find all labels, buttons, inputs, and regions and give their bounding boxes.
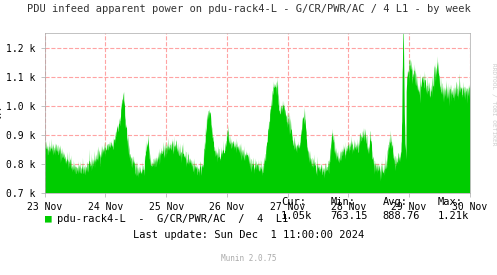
- Text: RRDTOOL / TOBI OETIKER: RRDTOOL / TOBI OETIKER: [491, 63, 496, 146]
- Text: ■: ■: [45, 214, 52, 224]
- Text: Min:: Min:: [331, 197, 355, 207]
- Text: 1.05k: 1.05k: [281, 211, 312, 221]
- Text: Last update: Sun Dec  1 11:00:00 2024: Last update: Sun Dec 1 11:00:00 2024: [133, 230, 364, 240]
- Text: Max:: Max:: [437, 197, 462, 207]
- Text: 763.15: 763.15: [331, 211, 368, 221]
- Text: 888.76: 888.76: [383, 211, 420, 221]
- Y-axis label: VA: VA: [0, 106, 3, 120]
- Text: Munin 2.0.75: Munin 2.0.75: [221, 254, 276, 263]
- Text: 1.21k: 1.21k: [437, 211, 469, 221]
- Text: Avg:: Avg:: [383, 197, 408, 207]
- Text: Cur:: Cur:: [281, 197, 306, 207]
- Text: pdu-rack4-L  -  G/CR/PWR/AC  /  4  L1: pdu-rack4-L - G/CR/PWR/AC / 4 L1: [57, 214, 288, 224]
- Text: PDU infeed apparent power on pdu-rack4-L - G/CR/PWR/AC / 4 L1 - by week: PDU infeed apparent power on pdu-rack4-L…: [27, 4, 470, 14]
